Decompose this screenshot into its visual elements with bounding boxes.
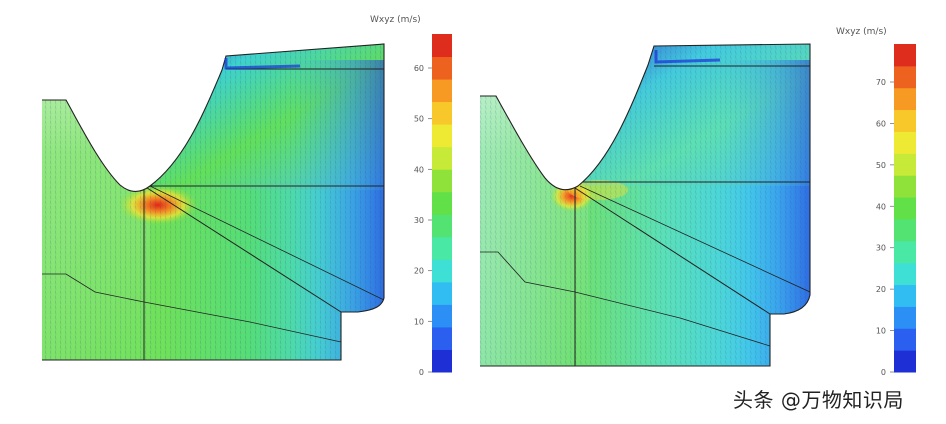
left-flow-domain [42, 44, 384, 360]
colorbar-swatch [894, 175, 916, 198]
colorbar-swatch [894, 87, 916, 111]
colorbar-swatch [432, 214, 452, 238]
colorbar-swatch [894, 65, 916, 89]
colorbar-tick-label: 60 [414, 64, 424, 73]
colorbar-swatch [894, 306, 916, 329]
colorbar-tick-label: 40 [414, 165, 424, 174]
colorbar-tick-label: 50 [876, 161, 886, 170]
colorbar-right: 0 10 20 30 40 50 60 70 [876, 44, 916, 377]
colorbar-tick-label: 0 [419, 368, 424, 377]
colorbar-swatch [432, 101, 452, 125]
colorbar-swatch [432, 146, 452, 170]
colorbar-swatch [432, 304, 452, 328]
colorbar-swatch [432, 191, 452, 215]
colorbar-tick-label: 0 [881, 368, 886, 377]
colorbar-swatch [894, 197, 916, 220]
colorbar-swatch [894, 109, 916, 132]
colorbar-right-title: Wxyz (m/s) [836, 27, 887, 37]
colorbar-swatch [894, 218, 916, 242]
colorbar-tick-label: 10 [876, 327, 886, 336]
colorbar-left-title: Wxyz (m/s) [370, 15, 421, 25]
left-domain-outline [42, 43, 385, 361]
colorbar-swatch [894, 240, 916, 264]
colorbar-swatch [894, 131, 916, 154]
colorbar-tick-label: 60 [876, 119, 886, 128]
colorbar-tick-label: 50 [414, 115, 424, 124]
right-domain-outline [480, 43, 811, 367]
colorbar-tick-label: 70 [876, 78, 886, 87]
colorbar-swatch [432, 259, 452, 283]
colorbar-swatch [432, 281, 452, 305]
colorbar-tick-label: 30 [876, 244, 886, 253]
colorbar-swatch [894, 44, 916, 67]
colorbar-swatch [432, 124, 452, 148]
colorbar-swatch [432, 34, 452, 58]
colorbar-tick-label: 20 [414, 267, 424, 276]
colorbar-swatch [432, 236, 452, 260]
colorbar-left: 0 10 20 30 40 50 60 [414, 34, 452, 377]
colorbar-swatch [894, 153, 916, 176]
colorbar-tick-label: 30 [414, 216, 424, 225]
right-flow-domain [480, 44, 810, 366]
colorbar-swatch [432, 326, 452, 350]
colorbar-swatch [432, 169, 452, 193]
colorbar-swatch [894, 350, 916, 373]
colorbar-swatch [894, 262, 916, 286]
watermark: 头条 @万物知识局 [733, 388, 904, 412]
colorbar-swatch [894, 284, 916, 307]
colorbar-tick-label: 20 [876, 285, 886, 294]
colorbar-swatch [894, 328, 916, 351]
colorbar-swatch [432, 79, 452, 103]
colorbar-swatch [432, 349, 452, 373]
colorbar-tick-label: 40 [876, 202, 886, 211]
colorbar-tick-label: 10 [414, 317, 424, 326]
colorbar-swatch [432, 56, 452, 80]
